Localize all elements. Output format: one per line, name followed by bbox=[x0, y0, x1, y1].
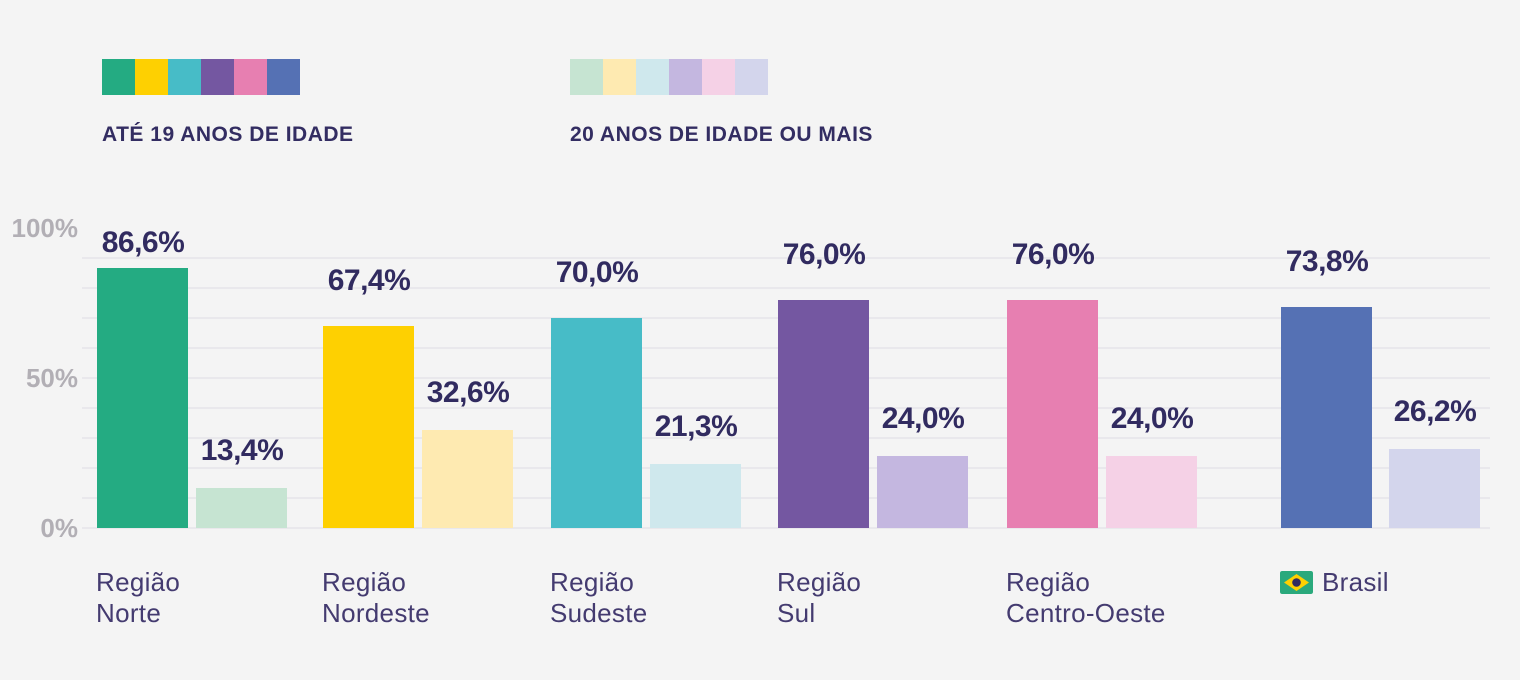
bar-dark-1 bbox=[323, 325, 414, 528]
legend-swatch-dark-1 bbox=[135, 59, 168, 95]
legend-swatches-dark bbox=[102, 59, 354, 95]
category-label-line-3-1: Sul bbox=[777, 598, 816, 628]
bar-value-label-dark-5: 73,8% bbox=[1285, 244, 1369, 278]
legend-swatch-dark-3 bbox=[201, 59, 234, 95]
bar-dark-3 bbox=[778, 300, 869, 528]
bar-dark-2 bbox=[551, 318, 642, 528]
category-label-line-2-0: Região bbox=[550, 567, 635, 597]
bar-value-label-pale-1: 32,6% bbox=[426, 376, 510, 410]
y-tick-50: 50% bbox=[25, 363, 78, 393]
category-brasil: Brasil bbox=[1280, 567, 1389, 598]
legend-swatch-pale-3 bbox=[669, 59, 702, 95]
y-tick-0: 0% bbox=[40, 513, 78, 543]
bar-value-label-dark-3: 76,0% bbox=[782, 238, 866, 271]
legend-swatch-pale-0 bbox=[570, 59, 603, 95]
gridline-0pct bbox=[82, 527, 1490, 529]
bar-value-label-dark-1: 67,4% bbox=[327, 263, 411, 297]
bar-pale-5 bbox=[1389, 449, 1480, 528]
legend-item-20-anos-ou-mais: 20 ANOS DE IDADE OU MAIS bbox=[570, 59, 873, 147]
bar-dark-4 bbox=[1007, 300, 1098, 528]
bar-pale-2 bbox=[650, 464, 741, 528]
legend-swatch-pale-4 bbox=[702, 59, 735, 95]
bar-value-label-dark-2: 70,0% bbox=[555, 256, 639, 289]
category-label-line-3-0: Região bbox=[777, 567, 862, 597]
bar-pale-4 bbox=[1106, 456, 1197, 528]
category-label-line-2-1: Sudeste bbox=[550, 598, 648, 628]
legend-swatch-dark-0 bbox=[102, 59, 135, 95]
bar-pale-3 bbox=[877, 456, 968, 528]
bar-dark-5 bbox=[1281, 306, 1372, 528]
gridline-90pct bbox=[82, 257, 1490, 259]
legend-item-ate-19-anos: ATÉ 19 ANOS DE IDADE bbox=[102, 59, 354, 147]
category-label-line-1-0: Região bbox=[322, 567, 407, 597]
category-label-line-0-0: Região bbox=[96, 567, 181, 597]
bar-value-label-pale-5: 26,2% bbox=[1393, 395, 1477, 429]
category-label-3: Região Sul bbox=[777, 567, 861, 629]
bar-value-label-pale-0: 13,4% bbox=[200, 433, 284, 467]
category-label-4: Região Centro-Oeste bbox=[1006, 567, 1166, 629]
category-label-line-4-1: Centro-Oeste bbox=[1006, 598, 1166, 628]
category-label-1: Região Nordeste bbox=[322, 567, 430, 629]
bar-pale-1 bbox=[422, 430, 513, 528]
legend-label-ate-19-anos: ATÉ 19 ANOS DE IDADE bbox=[102, 123, 354, 146]
legend-swatch-pale-2 bbox=[636, 59, 669, 95]
bar-value-label-pale-2: 21,3% bbox=[654, 410, 738, 444]
bar-chart-plot: 86,6% 67,4% 70,0% 76,0% 76,0% 73,8% 13,4% 32,6%… bbox=[0, 226, 1520, 529]
bar-value-label-dark-0: 86,6% bbox=[101, 226, 185, 260]
category-label-0: Região Norte bbox=[96, 567, 180, 629]
bar-value-label-pale-3: 24,0% bbox=[881, 402, 965, 435]
legend-swatch-dark-2 bbox=[168, 59, 201, 95]
legend-swatch-pale-1 bbox=[603, 59, 636, 95]
bar-value-label-dark-4: 76,0% bbox=[1011, 238, 1095, 271]
bar-dark-0 bbox=[97, 268, 188, 528]
legend-swatches-pale bbox=[570, 59, 873, 95]
legend-label-20-anos-ou-mais: 20 ANOS DE IDADE OU MAIS bbox=[570, 123, 873, 146]
bar-value-label-pale-4: 24,0% bbox=[1110, 402, 1194, 435]
brazil-flag-icon bbox=[1280, 571, 1313, 594]
category-label-line-1-1: Nordeste bbox=[322, 598, 430, 628]
legend-swatch-pale-5 bbox=[735, 59, 768, 95]
category-label-line-0-1: Norte bbox=[96, 598, 162, 628]
category-label-text-5: Brasil bbox=[1322, 567, 1389, 597]
category-label-5: Brasil bbox=[1280, 567, 1389, 598]
legend-swatch-dark-4 bbox=[234, 59, 267, 95]
category-label-2: Região Sudeste bbox=[550, 567, 648, 629]
bar-pale-0 bbox=[196, 487, 287, 528]
gridline-80pct bbox=[82, 287, 1490, 289]
category-label-line-4-0: Região bbox=[1006, 567, 1091, 597]
y-tick-100: 100% bbox=[11, 213, 79, 243]
legend-swatch-dark-5 bbox=[267, 59, 300, 95]
